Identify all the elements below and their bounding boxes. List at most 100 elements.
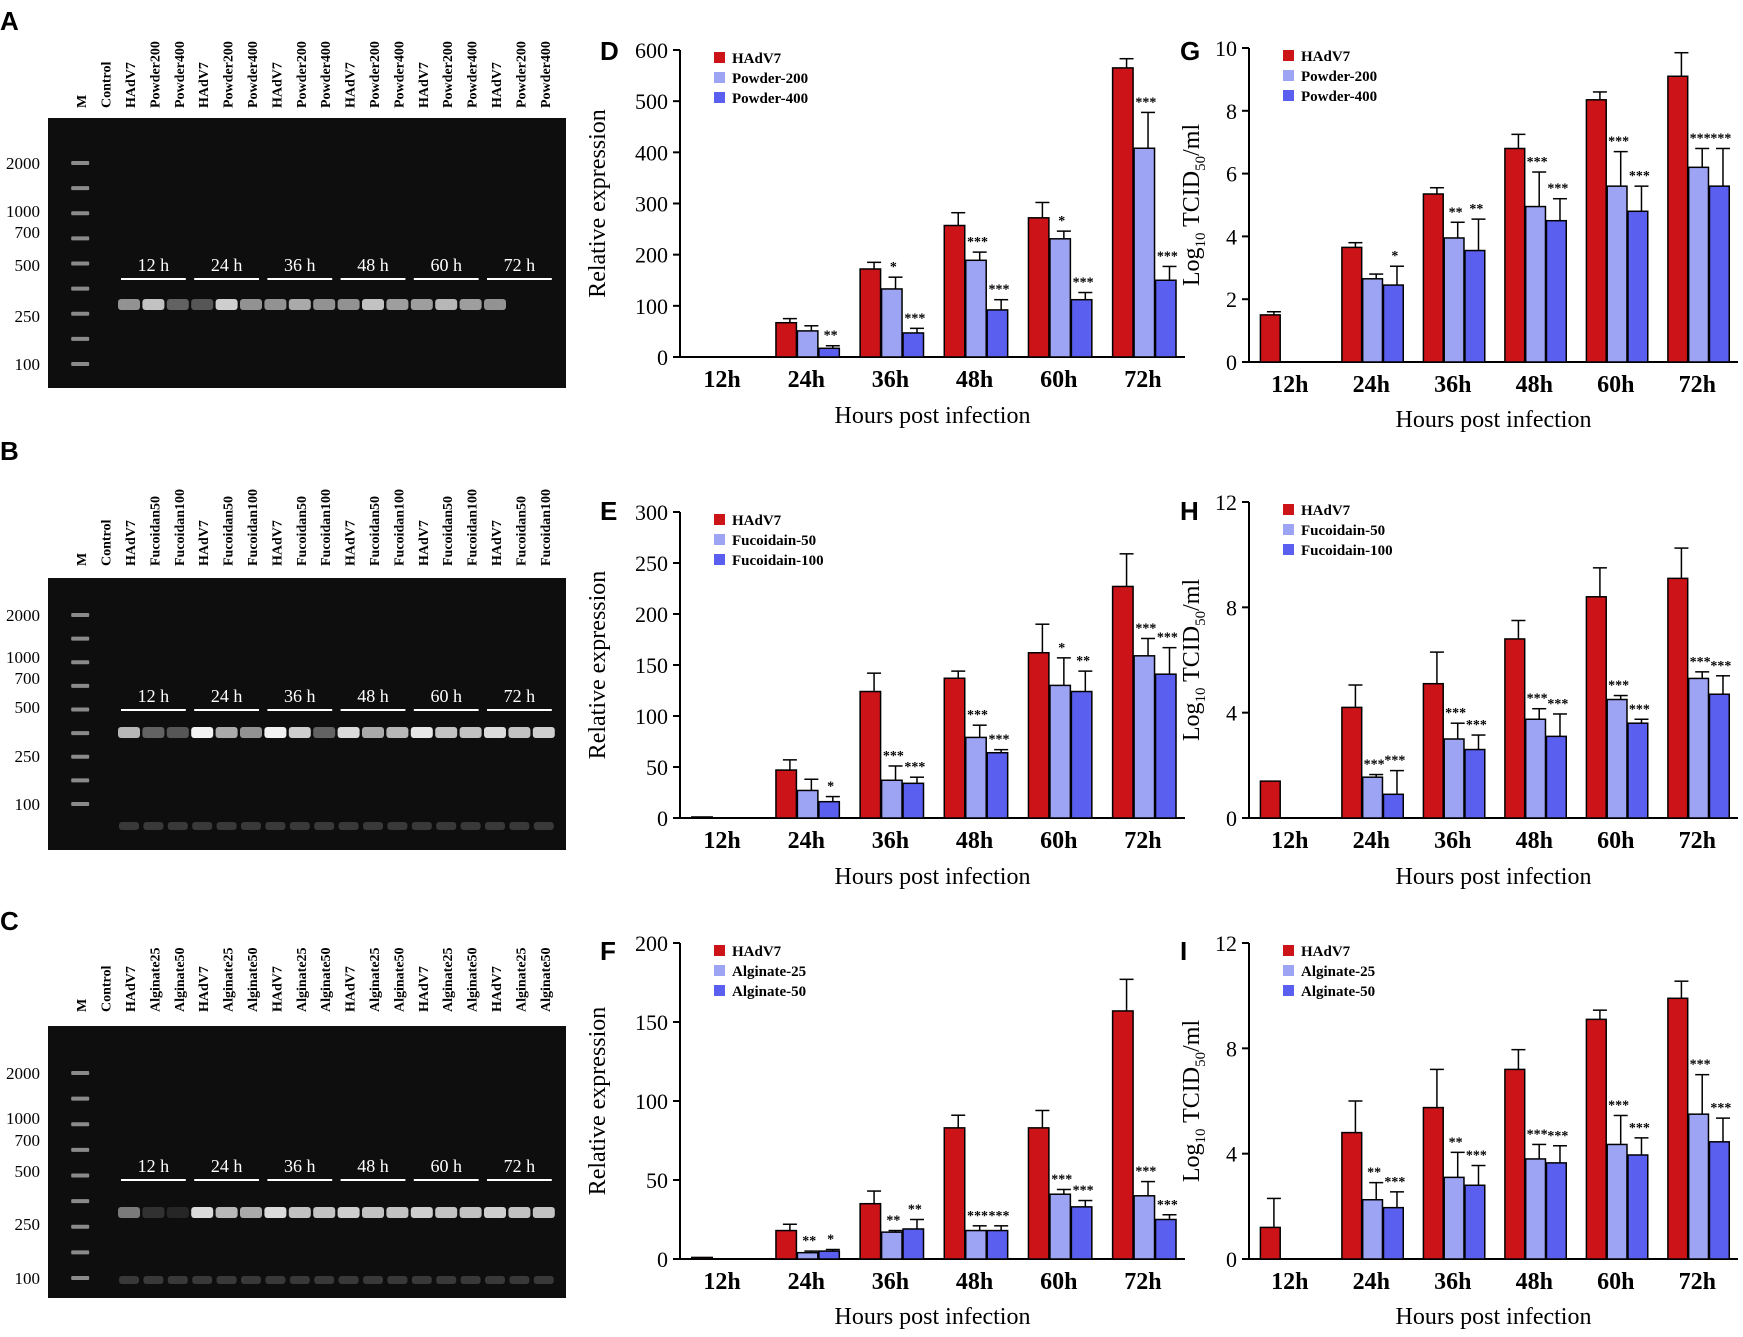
bar: [986, 1229, 1009, 1260]
significance-label: ***: [1135, 1165, 1156, 1180]
dna-band: [484, 299, 506, 310]
panel-letter-h: H: [1180, 496, 1199, 526]
significance-label: *: [1391, 249, 1398, 264]
lane-label: Powder200: [295, 41, 310, 108]
panel-letter-b: B: [0, 436, 19, 466]
x-tick-label: 72h: [1679, 372, 1716, 398]
significance-label: ***: [1608, 135, 1629, 150]
significance-label: ***: [1051, 1172, 1072, 1187]
bar: [1687, 1113, 1710, 1260]
ladder-band: [71, 1147, 90, 1152]
significance-label: ***: [1608, 679, 1629, 694]
dna-band: [386, 1207, 409, 1218]
lane-label: HAdV7: [417, 966, 432, 1012]
x-tick-label: 60h: [1597, 1269, 1634, 1295]
y-axis-label: Log10 TCID50/ml: [1179, 124, 1209, 287]
dna-band: [215, 299, 238, 310]
primer-band: [216, 1276, 237, 1284]
dna-band: [313, 299, 336, 310]
marker-label: 1000: [6, 1109, 40, 1128]
lane-label: Alginate25: [222, 947, 237, 1012]
marker-label: 700: [15, 669, 41, 688]
panel-letter-a: A: [0, 6, 19, 36]
lane-label: Control: [100, 61, 115, 108]
ladder-band: [71, 1173, 90, 1178]
bar: [1133, 1195, 1156, 1260]
dna-band: [410, 727, 433, 738]
bar: [1504, 1068, 1526, 1260]
dna-band: [142, 299, 165, 310]
ladder-band: [71, 683, 90, 688]
bar: [964, 1229, 987, 1260]
significance-label: ***: [1384, 1175, 1405, 1190]
ladder-band: [71, 1071, 90, 1075]
bar: [1687, 166, 1710, 363]
y-tick-label: 100: [635, 294, 668, 319]
bar: [1627, 722, 1649, 819]
significance-label: **: [802, 1234, 816, 1249]
bar: [1464, 748, 1486, 819]
lane-label: M: [75, 553, 90, 566]
bar: [1545, 1162, 1568, 1260]
bar: [1027, 1127, 1050, 1260]
x-tick-label: 48h: [956, 367, 993, 393]
y-tick-label: 600: [635, 38, 668, 63]
bar: [1708, 1141, 1731, 1260]
chart-g: 0 2 4 6 8 10 Log10 TCID50/ml 12h 24h * 36h ** ** 48h *…: [1179, 36, 1738, 433]
bar: [1111, 1010, 1134, 1260]
bar: [1443, 1176, 1465, 1260]
bar: [1154, 279, 1177, 358]
x-tick-label: 72h: [1124, 1269, 1161, 1295]
gel-image: [48, 118, 566, 388]
x-tick-label: 48h: [1516, 1269, 1553, 1295]
y-tick-label: 4: [1226, 701, 1237, 726]
x-tick-label: 12h: [1271, 828, 1308, 854]
ladder-band: [71, 636, 90, 641]
time-label: 48 h: [357, 686, 389, 706]
y-tick-label: 8: [1226, 99, 1237, 124]
lane-label: HAdV7: [124, 62, 139, 108]
dna-band: [313, 1207, 336, 1218]
primer-band: [216, 822, 237, 830]
primer-band: [460, 1276, 481, 1284]
primer-band: [143, 822, 164, 830]
lane-label: HAdV7: [270, 966, 285, 1012]
dna-band: [337, 1207, 360, 1218]
dna-band: [288, 1207, 311, 1218]
significance-label: ***: [1710, 1101, 1731, 1116]
y-tick-label: 4: [1226, 1142, 1237, 1167]
bar: [1422, 193, 1444, 363]
bar: [796, 789, 819, 819]
y-tick-label: 0: [657, 1247, 668, 1272]
bar: [902, 332, 925, 358]
bar: [943, 1127, 966, 1260]
significance-label: ***: [1608, 1098, 1629, 1113]
primer-band: [192, 822, 213, 830]
time-label: 12 h: [138, 686, 170, 706]
primer-band: [436, 822, 457, 830]
ladder-band: [71, 161, 90, 165]
time-label: 48 h: [357, 1156, 389, 1176]
lane-label: Powder200: [514, 41, 529, 108]
x-tick-label: 36h: [872, 1269, 909, 1295]
dna-band: [215, 1207, 238, 1218]
bar: [691, 816, 713, 819]
bar: [775, 1229, 798, 1260]
bar: [1341, 246, 1363, 363]
lane-label: Control: [100, 965, 115, 1012]
bar: [859, 1202, 882, 1260]
bar: [1524, 1158, 1547, 1260]
x-tick-label: 24h: [1353, 1269, 1390, 1295]
ladder-band: [71, 613, 90, 617]
bar: [775, 321, 798, 358]
legend-swatch: [1283, 70, 1294, 81]
marker-label: 500: [15, 1162, 41, 1181]
primer-band: [289, 822, 310, 830]
y-tick-label: 300: [635, 500, 668, 525]
significance-label: ***: [883, 749, 904, 764]
bar: [1545, 219, 1568, 363]
dna-band: [435, 727, 458, 738]
lane-label: Alginate50: [173, 947, 188, 1012]
lane-label: HAdV7: [344, 966, 359, 1012]
time-label: 60 h: [430, 1156, 462, 1176]
